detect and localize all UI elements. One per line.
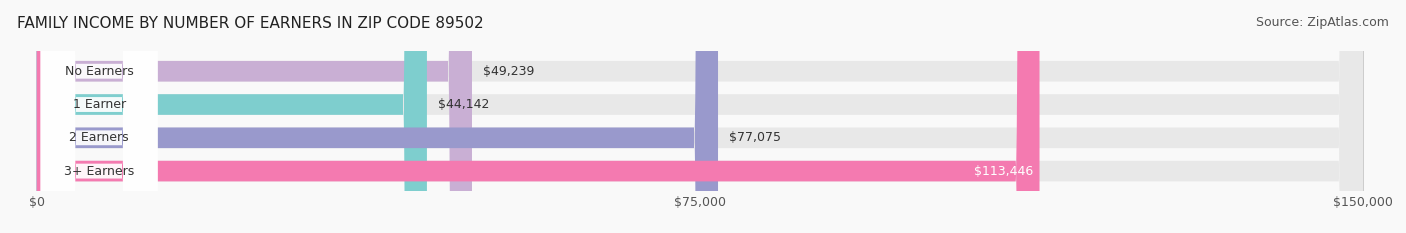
FancyBboxPatch shape bbox=[37, 0, 1362, 233]
FancyBboxPatch shape bbox=[37, 0, 718, 233]
FancyBboxPatch shape bbox=[41, 0, 157, 233]
FancyBboxPatch shape bbox=[41, 0, 157, 233]
Text: $49,239: $49,239 bbox=[482, 65, 534, 78]
FancyBboxPatch shape bbox=[37, 0, 1362, 233]
Text: $44,142: $44,142 bbox=[437, 98, 489, 111]
Text: Source: ZipAtlas.com: Source: ZipAtlas.com bbox=[1256, 16, 1389, 29]
FancyBboxPatch shape bbox=[37, 0, 472, 233]
FancyBboxPatch shape bbox=[41, 0, 157, 233]
Text: $77,075: $77,075 bbox=[728, 131, 780, 144]
Text: $113,446: $113,446 bbox=[973, 164, 1033, 178]
FancyBboxPatch shape bbox=[41, 0, 157, 233]
FancyBboxPatch shape bbox=[37, 0, 1362, 233]
Text: 2 Earners: 2 Earners bbox=[69, 131, 129, 144]
FancyBboxPatch shape bbox=[37, 0, 1362, 233]
Text: 3+ Earners: 3+ Earners bbox=[63, 164, 134, 178]
FancyBboxPatch shape bbox=[37, 0, 1039, 233]
Text: 1 Earner: 1 Earner bbox=[73, 98, 125, 111]
FancyBboxPatch shape bbox=[37, 0, 427, 233]
Text: No Earners: No Earners bbox=[65, 65, 134, 78]
Text: FAMILY INCOME BY NUMBER OF EARNERS IN ZIP CODE 89502: FAMILY INCOME BY NUMBER OF EARNERS IN ZI… bbox=[17, 16, 484, 31]
